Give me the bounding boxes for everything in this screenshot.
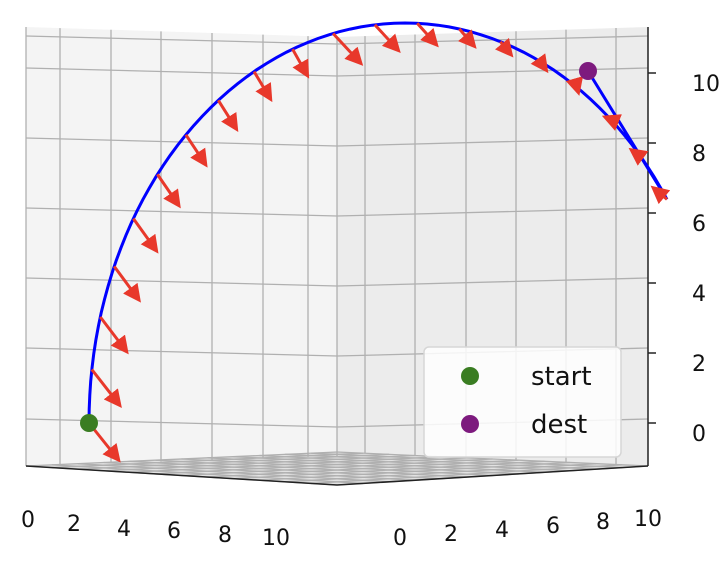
grid-line-right-horizontal — [336, 207, 649, 217]
direction-arrow — [601, 114, 622, 131]
z-tick-label: 8 — [692, 142, 706, 167]
direction-arrow — [628, 147, 649, 166]
floor-pane — [26, 452, 648, 485]
direction-arrow — [332, 32, 364, 66]
direction-arrow — [99, 316, 129, 355]
direction-arrow — [156, 173, 181, 209]
direction-arrow — [530, 53, 549, 74]
y-tick-label: 2 — [444, 522, 458, 547]
legend-dest-swatch — [461, 415, 479, 433]
direction-arrow — [90, 368, 122, 409]
y-tick-label: 0 — [393, 526, 407, 551]
arrow-field — [87, 22, 671, 463]
direction-arrow — [291, 48, 310, 79]
start-marker — [80, 414, 98, 432]
x-tick-label: 0 — [21, 508, 35, 533]
x-tick-label: 10 — [262, 526, 290, 551]
x-axis-line — [25, 465, 338, 486]
grid-line-left-horizontal — [25, 67, 338, 77]
y-tick-label: 8 — [596, 510, 610, 535]
y-tick-label: 4 — [495, 518, 509, 543]
grid-line-floor — [336, 451, 649, 467]
grid-line-floor — [311, 464, 623, 485]
z-tick-label: 0 — [692, 422, 706, 447]
x-tick-label: 8 — [218, 523, 232, 548]
grid-line-left-horizontal — [25, 35, 338, 45]
legend-start-label: start — [531, 362, 592, 392]
z-tick-label: 2 — [692, 352, 706, 377]
grid-line-left-horizontal — [25, 418, 338, 428]
y-tick-label: 10 — [634, 507, 662, 532]
tick-labels: 0 2 4 6 8 10 0 2 4 6 8 10 0 2 4 6 8 10 — [21, 72, 720, 551]
direction-arrow — [184, 133, 208, 168]
z-tick-label: 6 — [692, 212, 706, 237]
x-tick-label: 2 — [67, 512, 81, 537]
y-tick-label: 6 — [546, 514, 560, 539]
grid-line-floor — [311, 452, 623, 469]
left-pane — [26, 27, 337, 485]
legend: start dest — [423, 346, 622, 458]
y-axis-line — [336, 465, 649, 486]
tick-marks — [648, 72, 656, 424]
direction-arrow — [650, 185, 671, 205]
direction-arrow — [252, 70, 273, 103]
direction-arrow — [458, 27, 477, 49]
direction-arrow — [132, 217, 159, 254]
z-tick-label: 4 — [692, 282, 706, 307]
grid-line-floor — [285, 453, 597, 470]
direction-arrow — [217, 99, 239, 132]
direction-arrow — [565, 76, 584, 96]
direction-arrow — [112, 265, 141, 303]
direction-arrow — [373, 23, 401, 54]
z-tick-label: 10 — [692, 72, 720, 97]
grid-line-left-horizontal — [25, 277, 338, 287]
grid-line-left-horizontal — [25, 347, 338, 357]
grid-line-left-horizontal — [25, 207, 338, 217]
grid-line-right-horizontal — [336, 137, 649, 147]
dest-marker — [579, 62, 597, 80]
x-tick-label: 6 — [167, 519, 181, 544]
x-tick-label: 4 — [117, 517, 131, 542]
direction-arrow — [416, 22, 439, 48]
direction-arrow — [495, 37, 514, 58]
legend-start-swatch — [461, 367, 479, 385]
legend-dest-label: dest — [531, 410, 587, 440]
grid-line-right-horizontal — [336, 277, 649, 287]
